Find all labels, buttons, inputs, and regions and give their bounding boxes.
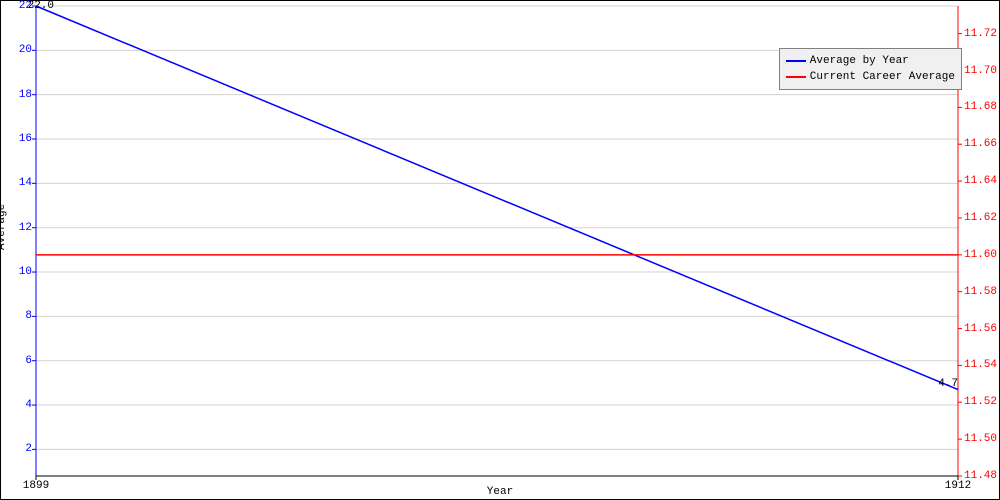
y-right-tick-label: 11.50 <box>964 433 997 445</box>
y-left-tick-label: 18 <box>4 89 32 101</box>
y-right-tick-label: 11.58 <box>964 286 997 298</box>
y-right-tick-label: 11.56 <box>964 323 997 335</box>
legend-label: Current Career Average <box>810 71 955 83</box>
y-right-tick-label: 11.60 <box>964 249 997 261</box>
x-tick-label: 1912 <box>945 480 971 492</box>
legend: Average by Year Current Career Average <box>779 48 962 90</box>
legend-swatch <box>786 60 806 62</box>
y-right-tick-label: 11.68 <box>964 101 997 113</box>
y-right-tick-label: 11.62 <box>964 212 997 224</box>
legend-label: Average by Year <box>810 55 909 67</box>
x-axis-label: Year <box>487 486 513 498</box>
point-label: 22.0 <box>28 0 54 12</box>
y-left-tick-label: 16 <box>4 133 32 145</box>
y-left-tick-label: 6 <box>4 355 32 367</box>
y-left-tick-label: 8 <box>4 310 32 322</box>
y-left-tick-label: 2 <box>4 443 32 455</box>
y-right-tick-label: 11.54 <box>964 359 997 371</box>
legend-item: Average by Year <box>786 53 955 69</box>
point-label: 4.7 <box>938 378 958 390</box>
y-right-tick-label: 11.64 <box>964 175 997 187</box>
y-left-tick-label: 10 <box>4 266 32 278</box>
y-left-tick-label: 14 <box>4 177 32 189</box>
y-right-tick-label: 11.52 <box>964 396 997 408</box>
legend-item: Current Career Average <box>786 69 955 85</box>
chart-container: 246810121416182022 11.4811.5011.5211.541… <box>0 0 1000 500</box>
legend-swatch <box>786 76 806 78</box>
y-left-tick-label: 4 <box>4 399 32 411</box>
x-tick-label: 1899 <box>23 480 49 492</box>
y-axis-label: Average <box>0 204 8 250</box>
y-right-tick-label: 11.72 <box>964 28 997 40</box>
y-right-tick-label: 11.70 <box>964 65 997 77</box>
y-right-tick-label: 11.66 <box>964 138 997 150</box>
y-left-tick-label: 20 <box>4 44 32 56</box>
y-left-tick-label: 12 <box>4 222 32 234</box>
